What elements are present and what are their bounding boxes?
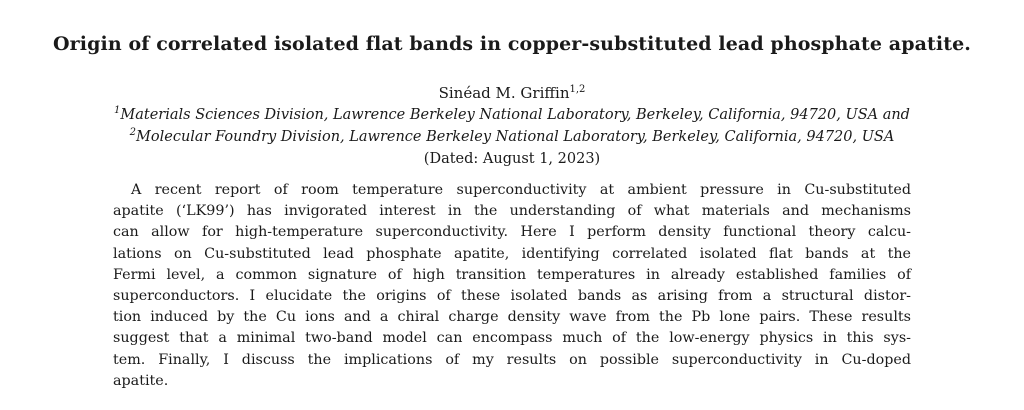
affiliation-1-text: Materials Sciences Division, Lawrence Be… [120, 107, 910, 123]
affiliation-1-mark: 1 [114, 105, 121, 116]
abstract-line: lations on Cu-substituted lead phosphate… [113, 245, 911, 262]
abstract-line: can allow for high-temperature supercond… [113, 224, 911, 241]
author-affiliation-marks: 1,2 [569, 84, 586, 95]
abstract-line: tion induced by the Cu ions and a chiral… [113, 309, 911, 326]
abstract: A recent report of room temperature supe… [113, 180, 911, 392]
affiliation-2: 2Molecular Foundry Division, Lawrence Be… [0, 127, 1024, 146]
affiliation-2-text: Molecular Foundry Division, Lawrence Ber… [136, 129, 895, 145]
author-line: Sinéad M. Griffin1,2 [0, 84, 1024, 102]
affiliation-2-mark: 2 [129, 127, 137, 138]
paper-title: Origin of correlated isolated flat bands… [53, 33, 971, 55]
abstract-line: A recent report of room temperature supe… [131, 182, 911, 198]
abstract-line: suggest that a minimal two-band model ca… [113, 330, 911, 347]
abstract-line: tem. Finally, I discuss the implications… [113, 351, 911, 368]
abstract-line: apatite (‘LK99’) has invigorated interes… [113, 203, 911, 220]
abstract-line: Fermi level, a common signature of high … [113, 266, 911, 283]
abstract-line: superconductors. I elucidate the origins… [113, 288, 911, 305]
dated-line: (Dated: August 1, 2023) [423, 151, 601, 167]
affiliation-1: 1Materials Sciences Division, Lawrence B… [0, 105, 1024, 124]
abstract-line: apatite. [113, 372, 169, 389]
author-name: Sinéad M. Griffin [438, 84, 570, 102]
